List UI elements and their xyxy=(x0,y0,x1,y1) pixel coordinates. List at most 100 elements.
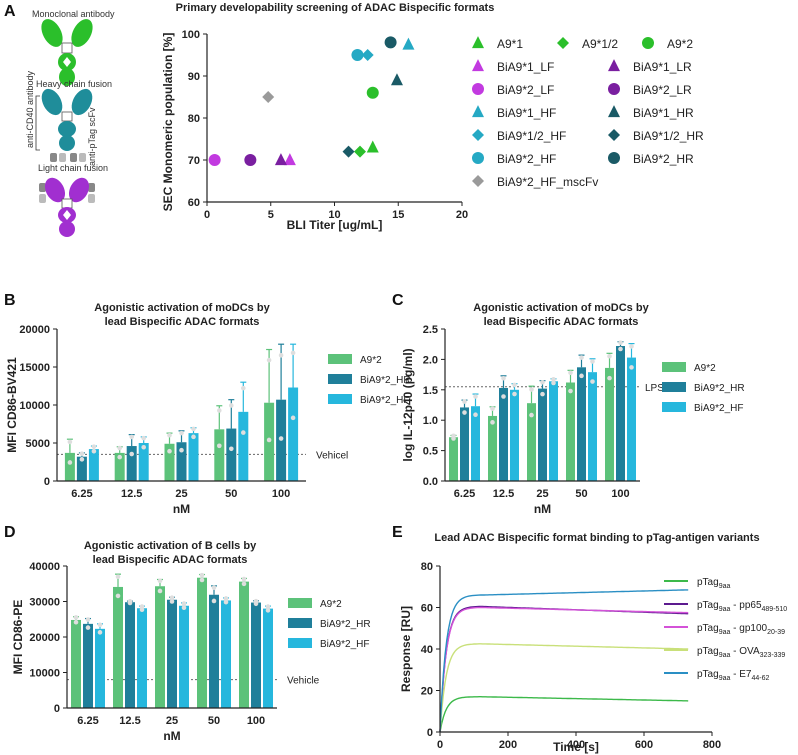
panel-b-bar xyxy=(138,443,149,481)
panel-b-ytick-label: 10000 xyxy=(19,400,50,412)
panel-a-xtick-label: 15 xyxy=(392,209,404,221)
panel-d-replicate-dot xyxy=(139,604,145,609)
panel-a-legend-marker xyxy=(608,83,620,95)
panel-d-bar xyxy=(221,600,231,708)
legend-subscript: 9aa xyxy=(719,675,731,682)
panel-d-bar-chart: Agonistic activation of B cells by lead B… xyxy=(11,540,371,743)
panel-c-replicate-dot xyxy=(501,375,506,381)
panel-e-legend-label: pTag9aa - E744-62 xyxy=(697,669,770,682)
panel-c-replicate-dot xyxy=(551,380,556,386)
panel-a-xtick-label: 5 xyxy=(268,209,274,221)
panel-a-legend-label: BiA9*1/2_HR xyxy=(633,129,704,143)
panel-a-point xyxy=(366,86,379,99)
panel-b-replicate-dot xyxy=(241,385,246,391)
panel-c-title: Agonistic activation of moDCs by xyxy=(473,302,649,314)
panel-b-replicate-dot xyxy=(290,350,296,356)
panel-b-ytick-label: 20000 xyxy=(19,324,50,336)
legend-suffix-subscript: 44-62 xyxy=(752,675,770,682)
panel-c-bar xyxy=(499,387,508,481)
panel-e-line-chart: Lead ADAC Bispecific format binding to p… xyxy=(399,532,787,754)
panel-c-bar xyxy=(627,357,636,481)
panel-a-ytick-label: 100 xyxy=(182,29,200,41)
panel-b-bar xyxy=(114,452,125,481)
panel-c-replicate-dot xyxy=(579,373,584,379)
panel-c-bar xyxy=(460,407,469,481)
panel-a-legend-label: BiA9*2_HR xyxy=(633,152,694,166)
panel-c-replicate-dot xyxy=(490,420,495,425)
panel-d-replicate-dot xyxy=(169,595,175,601)
legend-suffix-subscript: 489-510 xyxy=(762,606,788,613)
panel-c-replicate-dot xyxy=(451,436,456,441)
panel-b-xtick-label: 6.25 xyxy=(71,488,92,500)
panel-b-replicate-dot xyxy=(278,352,284,358)
panel-e-series-line xyxy=(439,606,689,733)
panel-b-replicate-dot xyxy=(266,357,272,363)
panel-c-bar xyxy=(538,388,547,481)
panel-d-replicate-dot xyxy=(127,600,133,606)
legend-subscript: 9aa xyxy=(719,652,731,659)
panel-c-bar xyxy=(471,406,480,481)
panel-d-replicate-dot xyxy=(115,574,121,580)
panel-c-replicate-dot xyxy=(618,340,623,345)
panel-c-replicate-dot xyxy=(568,388,573,394)
panel-a-ytick-label: 70 xyxy=(188,155,200,167)
panel-c-bar xyxy=(549,381,558,481)
panel-b-xtick-label: 100 xyxy=(272,488,290,500)
panel-c-replicate-dot xyxy=(629,344,634,349)
panel-c-replicate-dot xyxy=(607,375,612,381)
panel-d-bar xyxy=(209,594,219,708)
panel-c-replicate-dot xyxy=(473,412,478,418)
panel-b-bar xyxy=(288,387,299,481)
panel-a-scatter: Primary developability screening of ADAC… xyxy=(161,2,704,232)
panel-b-replicate-dot xyxy=(229,403,234,408)
schematic-heavy-label: Heavy chain fusion xyxy=(36,79,112,89)
panel-d-replicate-dot xyxy=(253,601,259,607)
panel-d-bar xyxy=(83,623,93,708)
legend-suffix: - gp100 xyxy=(730,623,767,634)
panel-a-legend-marker xyxy=(608,129,620,141)
legend-subscript: 9aa xyxy=(719,606,731,613)
panel-e-series-line xyxy=(439,643,689,733)
panel-b-replicate-dot xyxy=(79,451,85,456)
panel-b-y-label: MFI CD86-BV421 xyxy=(5,357,19,453)
panel-d-replicate-dot xyxy=(73,615,79,620)
panel-d-replicate-dot xyxy=(157,578,163,584)
panel-b-title: Agonistic activation of moDCs by xyxy=(94,302,270,314)
panel-b-bar xyxy=(226,428,237,481)
panel-c-replicate-dot xyxy=(529,412,534,418)
panel-b-replicate-dot xyxy=(191,426,196,432)
panel-e-series-line xyxy=(439,696,689,733)
schematic-anti-cd40-label: anti-CD40 antibody xyxy=(25,70,35,148)
panel-e-ytick-label: 80 xyxy=(421,561,433,573)
panel-c-replicate-dot xyxy=(462,399,467,404)
panel-c-bar xyxy=(616,346,625,481)
panel-a-legend-marker xyxy=(472,36,484,49)
panel-c-bar xyxy=(510,389,519,481)
panel-label-b: B xyxy=(4,292,16,309)
panel-d-bar xyxy=(239,581,249,708)
panel-c-reference-label: LPS xyxy=(645,383,664,394)
panel-d-xtick-label: 25 xyxy=(166,715,178,727)
panel-d-legend-swatch xyxy=(288,618,312,628)
panel-b-replicate-dot xyxy=(167,432,172,438)
panel-d-xtick-label: 100 xyxy=(247,715,265,727)
panel-c-ytick-label: 0.0 xyxy=(423,476,438,488)
panel-d-replicate-dot xyxy=(241,576,247,582)
panel-e-ytick-label: 60 xyxy=(421,603,433,615)
panel-a-legend-label: A9*1 xyxy=(497,37,523,51)
panel-c-replicate-dot xyxy=(590,359,595,364)
panel-b-replicate-dot xyxy=(217,408,222,413)
panel-label-e: E xyxy=(392,524,403,541)
panel-c-legend-label: BiA9*2_HR xyxy=(694,383,745,394)
panel-a-legend-label: BiA9*1_LF xyxy=(497,60,554,74)
panel-c-replicate-dot xyxy=(590,379,595,384)
panel-d-xtick-label: 6.25 xyxy=(77,715,98,727)
panel-c-xtick-label: 6.25 xyxy=(454,488,475,500)
panel-b-replicate-dot xyxy=(141,444,146,450)
panel-a-point xyxy=(274,153,287,166)
panel-c-replicate-dot xyxy=(629,365,634,370)
panel-a-y-label: SEC Monomeric population [%] xyxy=(161,33,175,212)
panel-e-legend-label: pTag9aa xyxy=(697,577,730,590)
schematic-heavy-chain-fusion: Heavy chain fusion anti-CD40 antibody an… xyxy=(25,70,112,166)
